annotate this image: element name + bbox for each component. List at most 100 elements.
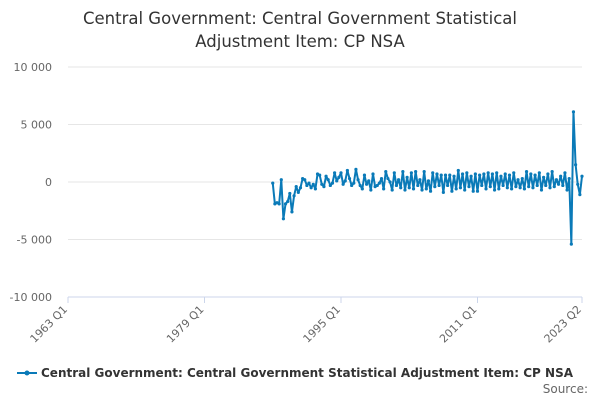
data-point[interactable] [516, 178, 520, 182]
data-point[interactable] [271, 181, 275, 185]
data-point[interactable] [435, 172, 439, 176]
data-point[interactable] [290, 210, 294, 214]
data-point[interactable] [379, 176, 384, 181]
data-point[interactable] [416, 183, 420, 188]
data-point[interactable] [320, 182, 324, 186]
data-point[interactable] [318, 173, 322, 177]
data-point[interactable] [544, 183, 548, 188]
data-point[interactable] [303, 178, 307, 182]
data-point[interactable] [392, 171, 396, 175]
data-point[interactable] [439, 173, 443, 177]
data-point[interactable] [399, 186, 403, 190]
data-point[interactable] [382, 187, 386, 191]
data-point[interactable] [418, 178, 422, 182]
data-point[interactable] [561, 183, 565, 188]
data-point[interactable] [448, 173, 452, 177]
data-point[interactable] [450, 189, 454, 193]
data-point[interactable] [369, 188, 373, 192]
data-point[interactable] [371, 172, 375, 176]
data-point[interactable] [456, 168, 460, 173]
data-point[interactable] [571, 110, 576, 114]
data-point[interactable] [495, 171, 499, 175]
data-point[interactable] [446, 183, 450, 188]
data-point[interactable] [330, 181, 335, 185]
data-point[interactable] [362, 173, 367, 177]
data-point[interactable] [396, 178, 401, 182]
data-point[interactable] [294, 185, 298, 189]
data-point[interactable] [505, 186, 509, 190]
data-point[interactable] [569, 242, 573, 246]
data-point[interactable] [328, 183, 332, 188]
data-point[interactable] [431, 171, 435, 175]
data-point[interactable] [324, 174, 328, 178]
data-point[interactable] [480, 183, 484, 188]
data-point[interactable] [565, 188, 569, 192]
data-point[interactable] [548, 186, 552, 190]
data-point[interactable] [467, 185, 471, 189]
data-point[interactable] [322, 185, 326, 189]
data-point[interactable] [305, 183, 309, 188]
data-point[interactable] [298, 186, 303, 190]
data-point[interactable] [352, 181, 356, 185]
data-point[interactable] [356, 178, 360, 182]
data-point[interactable] [350, 183, 354, 188]
data-point[interactable] [535, 183, 539, 188]
data-point[interactable] [358, 183, 362, 188]
data-point[interactable] [514, 185, 518, 189]
legend[interactable]: Central Government: Central Government S… [17, 366, 574, 380]
data-point[interactable] [428, 189, 433, 193]
data-point[interactable] [518, 186, 522, 190]
data-point[interactable] [437, 183, 441, 188]
data-point[interactable] [384, 170, 388, 174]
data-point[interactable] [537, 171, 541, 175]
series-line[interactable] [271, 110, 583, 246]
data-point[interactable] [337, 175, 341, 179]
data-point[interactable] [539, 188, 544, 192]
data-point[interactable] [524, 170, 529, 174]
data-point[interactable] [309, 186, 313, 190]
data-point[interactable] [367, 179, 371, 183]
data-point[interactable] [507, 173, 512, 177]
data-point[interactable] [388, 180, 392, 184]
data-point[interactable] [484, 187, 488, 191]
data-point[interactable] [426, 179, 431, 183]
data-point[interactable] [554, 178, 559, 182]
data-point[interactable] [279, 178, 283, 182]
data-point[interactable] [411, 187, 416, 191]
data-point[interactable] [531, 186, 535, 190]
data-point[interactable] [405, 175, 409, 179]
data-point[interactable] [433, 185, 437, 189]
data-point[interactable] [492, 188, 497, 192]
data-point[interactable] [533, 173, 537, 177]
data-point[interactable] [503, 172, 507, 176]
data-point[interactable] [313, 187, 317, 191]
data-point[interactable] [281, 217, 286, 221]
data-point[interactable] [490, 172, 495, 176]
data-point[interactable] [469, 174, 473, 178]
data-point[interactable] [420, 188, 424, 192]
data-point[interactable] [386, 176, 390, 181]
data-point[interactable] [482, 172, 486, 176]
data-point[interactable] [576, 182, 580, 186]
data-point[interactable] [497, 187, 501, 191]
data-point[interactable] [458, 186, 463, 190]
data-point[interactable] [559, 174, 563, 178]
data-point[interactable] [563, 171, 567, 175]
data-point[interactable] [407, 186, 411, 190]
data-point[interactable] [488, 185, 492, 189]
data-point[interactable] [501, 183, 505, 188]
data-point[interactable] [347, 176, 352, 181]
data-point[interactable] [311, 182, 315, 186]
data-point[interactable] [473, 172, 477, 176]
data-point[interactable] [567, 176, 571, 181]
data-point[interactable] [422, 170, 426, 174]
data-point[interactable] [443, 173, 448, 177]
data-point[interactable] [333, 171, 337, 175]
data-point[interactable] [394, 183, 399, 188]
data-point[interactable] [460, 172, 465, 176]
data-point[interactable] [345, 168, 349, 173]
data-point[interactable] [424, 187, 428, 191]
data-point[interactable] [510, 187, 514, 191]
data-point[interactable] [556, 182, 561, 186]
data-point[interactable] [390, 188, 394, 192]
